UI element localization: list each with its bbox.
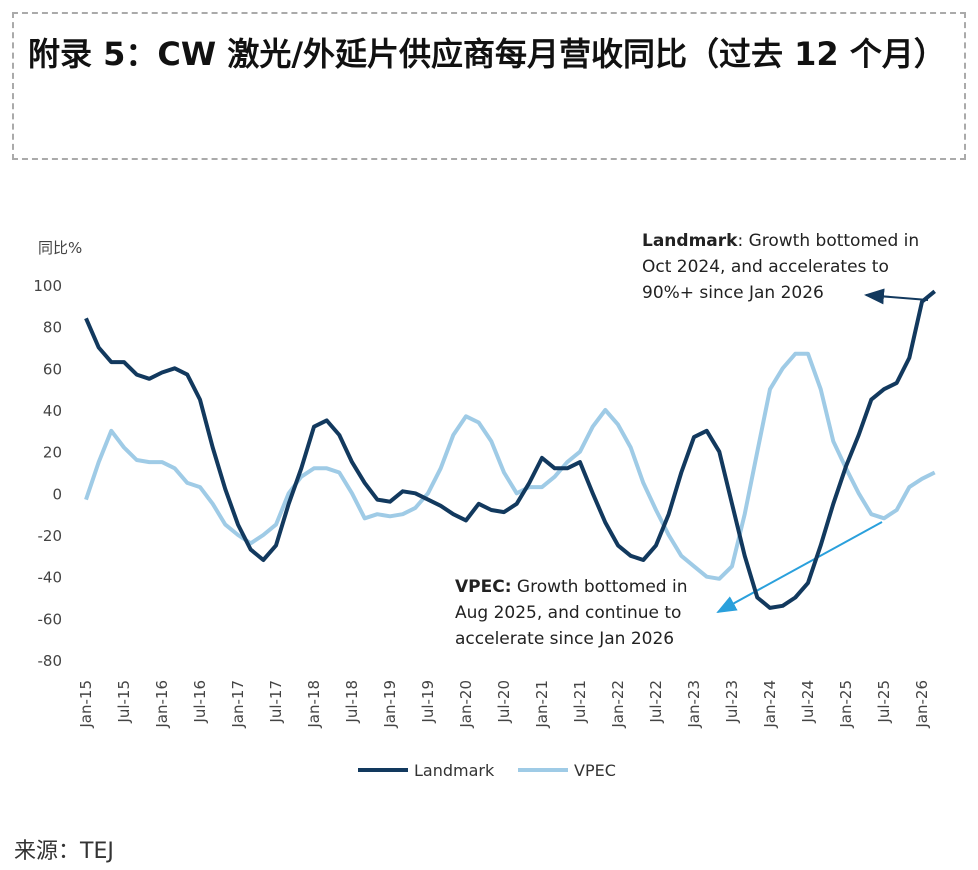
x-tick-label: Jan-17 (229, 680, 247, 729)
y-tick-label: 60 (43, 360, 62, 378)
series-line (84, 351, 936, 581)
annotation-arrow (716, 521, 883, 613)
x-tick-label: Jan-18 (305, 680, 323, 729)
y-tick-label: 20 (43, 444, 62, 462)
x-tick-label: Jul-21 (571, 680, 589, 724)
annotation-text: Aug 2025, and continue to (455, 603, 681, 623)
x-tick-label: Jan-23 (685, 680, 703, 729)
annotation-text: accelerate since Jan 2026 (455, 629, 674, 649)
annotation: VPEC: Growth bottomed in (455, 577, 688, 597)
x-tick-label: Jan-25 (837, 680, 855, 729)
legend-label: VPEC (574, 761, 616, 780)
annotation-label: Landmark (642, 231, 738, 251)
x-tick-label: Jul-16 (191, 680, 209, 724)
x-tick-label: Jul-18 (343, 680, 361, 724)
annotation-text: 90%+ since Jan 2026 (642, 283, 824, 303)
y-tick-label: -20 (38, 527, 63, 545)
annotation: Landmark: Growth bottomed in (642, 231, 919, 251)
y-tick-label: -60 (38, 610, 63, 628)
annotation-text: Growth bottomed in (512, 577, 688, 597)
y-axis-label: 同比% (38, 239, 82, 257)
series-line (84, 289, 936, 610)
source: 来源：TEJ (14, 839, 114, 864)
annotation: 90%+ since Jan 2026 (642, 283, 824, 303)
x-tick-label: Jan-19 (381, 680, 399, 729)
annotation: Oct 2024, and accelerates to (642, 257, 889, 277)
x-tick-label: Jul-17 (267, 680, 285, 724)
x-tick-label: Jan-15 (77, 680, 95, 729)
annotation: accelerate since Jan 2026 (455, 629, 674, 649)
x-tick-label: Jul-22 (647, 680, 665, 724)
x-tick-label: Jan-20 (457, 680, 475, 729)
x-tick-label: Jan-22 (609, 680, 627, 729)
x-tick-label: Jul-25 (875, 680, 893, 724)
x-tick-label: Jan-26 (913, 680, 931, 729)
y-tick-label: -80 (38, 652, 63, 670)
annotation-text: Oct 2024, and accelerates to (642, 257, 889, 277)
annotation: Aug 2025, and continue to (455, 603, 681, 623)
y-tick-label: 100 (33, 277, 62, 295)
annotation-text: : Growth bottomed in (737, 231, 919, 251)
x-tick-label: Jul-24 (799, 680, 817, 724)
x-tick-label: Jul-20 (495, 680, 513, 724)
x-tick-label: Jul-15 (115, 680, 133, 724)
x-tick-label: Jan-21 (533, 680, 551, 729)
x-tick-label: Jan-16 (153, 680, 171, 729)
y-tick-label: 0 (52, 485, 62, 503)
y-tick-label: 40 (43, 402, 62, 420)
x-tick-label: Jul-19 (419, 680, 437, 724)
y-tick-label: -40 (38, 569, 63, 587)
x-tick-label: Jan-24 (761, 680, 779, 729)
chart-title: 附录 5：CW 激光/外延片供应商每月营收同比（过去 12 个月） (12, 12, 966, 160)
x-tick-label: Jul-23 (723, 680, 741, 724)
legend-label: Landmark (414, 761, 495, 780)
annotation-label: VPEC: (455, 577, 512, 597)
annotation-arrow (864, 288, 929, 305)
y-tick-label: 80 (43, 319, 62, 337)
